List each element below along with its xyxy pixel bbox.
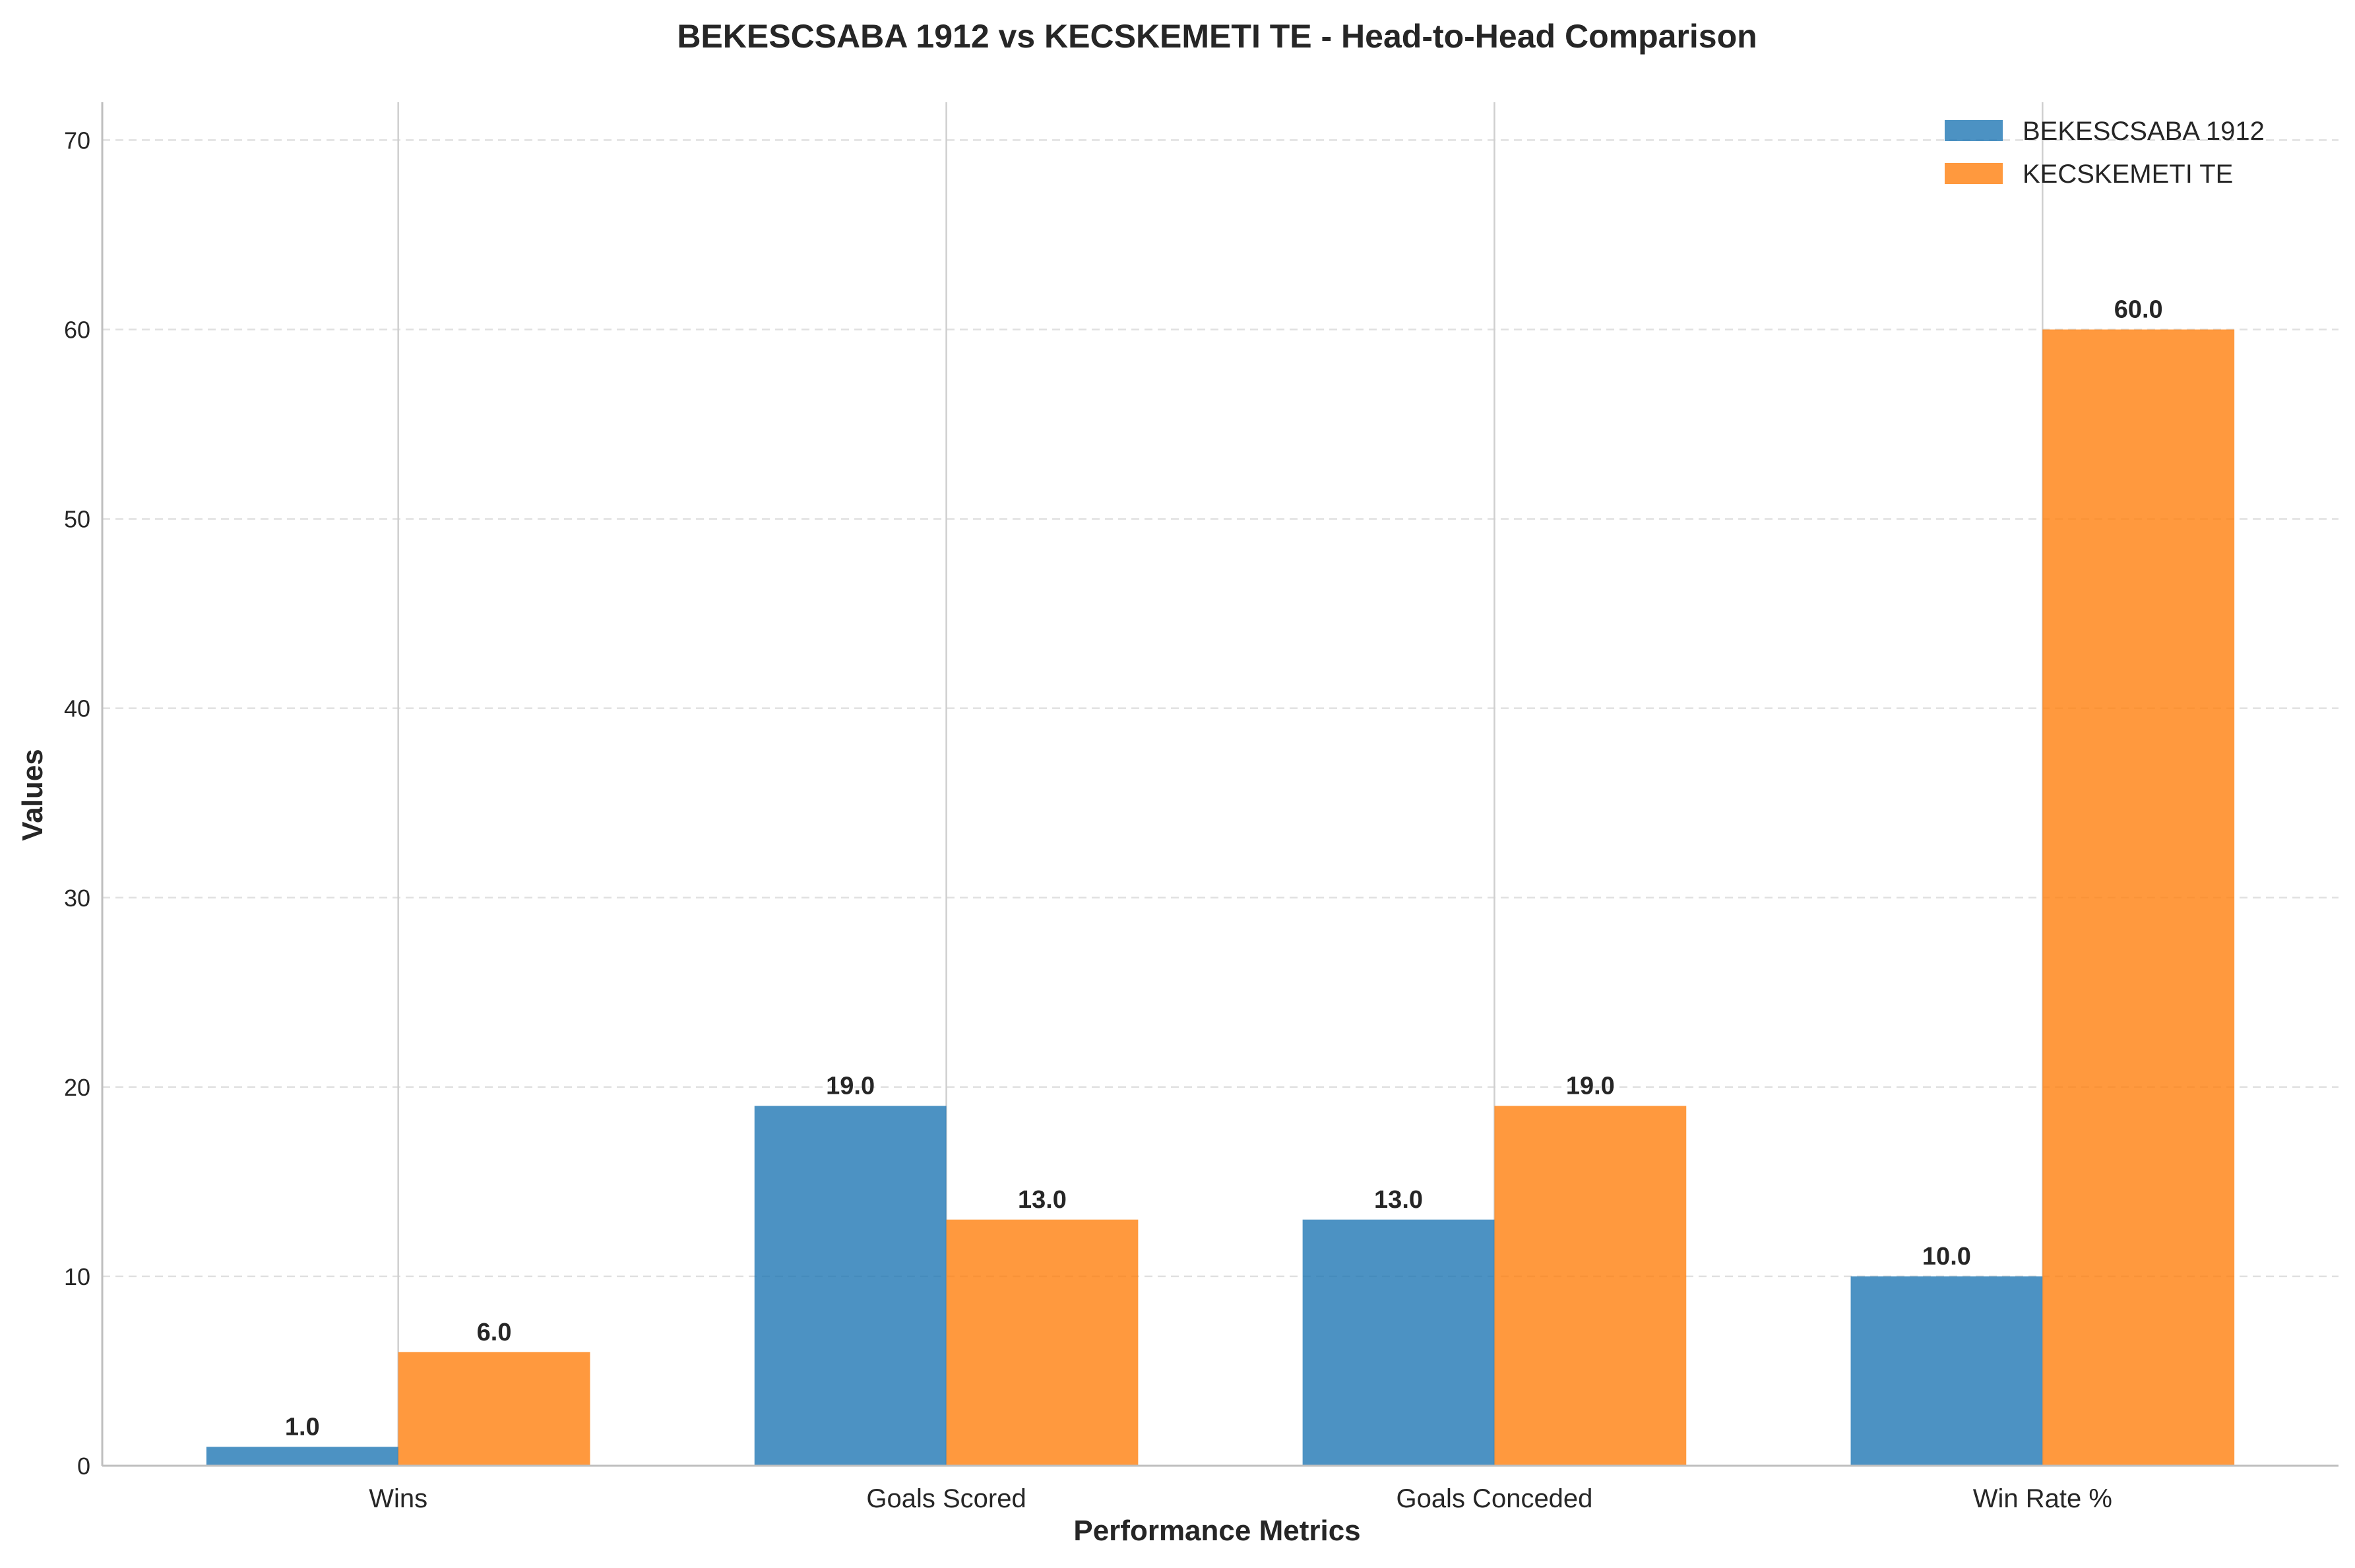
y-tick-label: 0 [77,1453,90,1480]
bar-value-label: 60.0 [2114,296,2163,324]
y-axis-label: Values [16,749,49,840]
bar-value-label: 6.0 [477,1319,512,1346]
tick-labels: 0 10 20 30 40 50 60 70 Wins Goals Scored Goals Con… [64,127,2112,1513]
bar-value-label: 19.0 [826,1073,875,1100]
y-tick-label: 70 [64,127,90,154]
bars [206,329,2235,1466]
bar-bekescsaba-2 [1302,1219,1495,1466]
bar-value-labels: 1.0 19.0 13.0 10.0 6.0 13.0 19.0 60.0 [285,296,2163,1441]
legend-label: BEKESCSABA 1912 [2023,117,2265,146]
y-tick-label: 50 [64,506,90,533]
bar-bekescsaba-0 [206,1447,398,1466]
bar-value-label: 13.0 [1018,1186,1067,1214]
bar-kecskemeti-2 [1494,1106,1687,1466]
y-tick-label: 40 [64,695,90,722]
bar-kecskemeti-1 [946,1219,1139,1466]
axes [101,102,2339,1467]
bar-value-label: 19.0 [1566,1073,1615,1100]
bar-value-label: 13.0 [1374,1186,1423,1214]
y-tick-label: 20 [64,1074,90,1101]
x-tick-label: Wins [369,1484,427,1513]
y-tick-label: 60 [64,317,90,344]
bar-value-label: 1.0 [285,1413,320,1441]
x-axis-label: Performance Metrics [1073,1515,1360,1547]
x-tick-label: Win Rate % [1973,1484,2112,1513]
chart-title: BEKESCSABA 1912 vs KECSKEMETI TE - Head-… [677,18,1757,55]
legend-label: KECSKEMETI TE [2023,160,2233,189]
legend-swatch [1945,163,2003,184]
y-tick-label: 10 [64,1263,90,1290]
bar-kecskemeti-3 [2042,329,2235,1466]
legend: BEKESCSABA 1912 KECSKEMETI TE [1945,117,2265,189]
y-tick-label: 30 [64,885,90,912]
bar-bekescsaba-1 [754,1106,947,1466]
bar-kecskemeti-0 [398,1352,590,1466]
x-tick-label: Goals Conceded [1396,1484,1592,1513]
legend-swatch [1945,120,2003,141]
bar-bekescsaba-3 [1850,1276,2043,1466]
bar-value-label: 10.0 [1922,1243,1971,1270]
x-tick-label: Goals Scored [866,1484,1026,1513]
